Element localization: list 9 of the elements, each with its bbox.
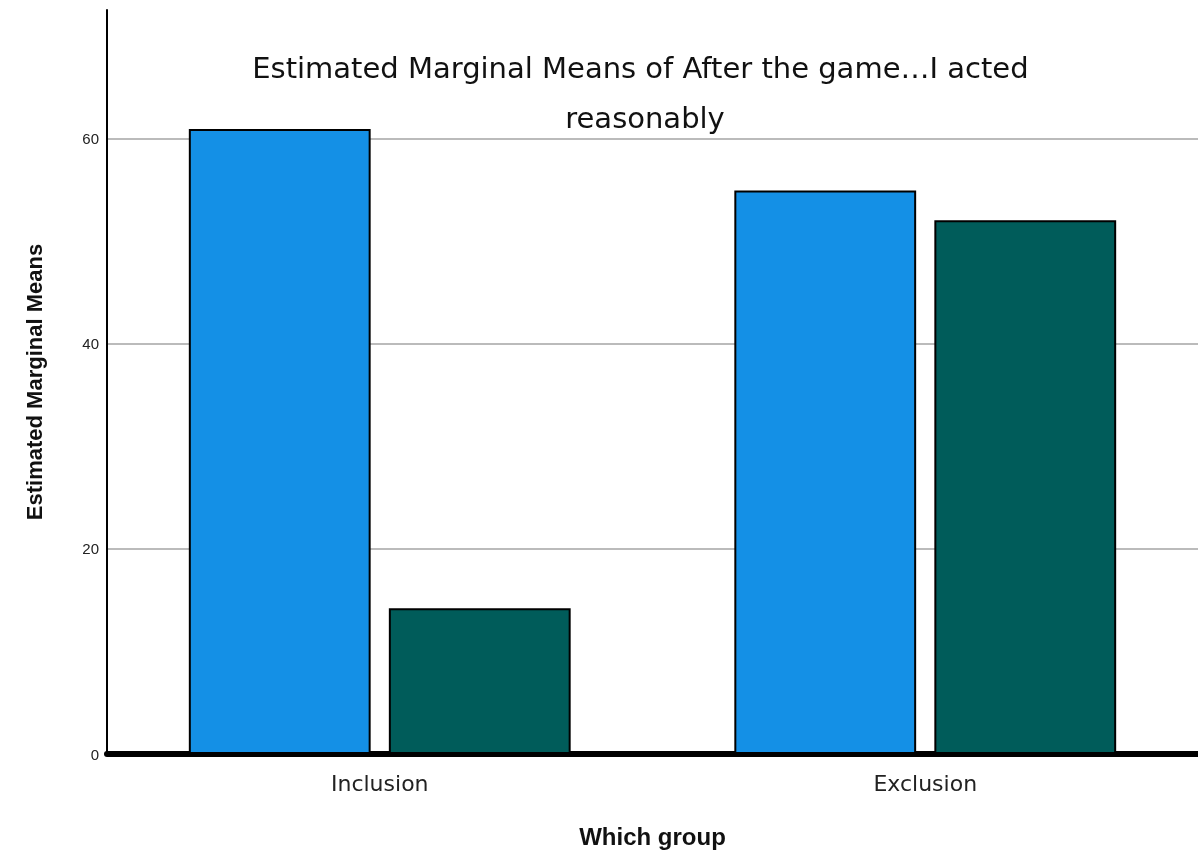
x-tick-label: Inclusion	[330, 770, 429, 796]
y-axis-title: Estimated Marginal Means	[21, 243, 47, 521]
x-tick-label: Exclusion	[873, 770, 978, 796]
text: Estimated Marginal Means of After the game…I acted reasonably	[252, 51, 1038, 135]
y-tick-label: 20	[82, 540, 99, 558]
x-axis-title: Which group	[579, 822, 726, 850]
y-tick-label: 0	[90, 745, 99, 763]
y-tick-label: 40	[82, 335, 99, 353]
y-tick-label: 60	[82, 129, 99, 147]
